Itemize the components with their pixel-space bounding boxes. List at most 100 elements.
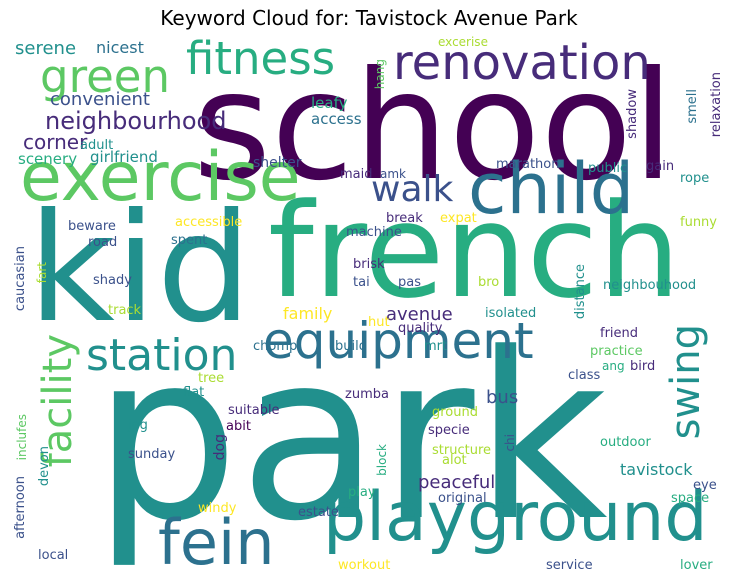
word-renovation: renovation bbox=[393, 35, 651, 91]
word-ang: ang bbox=[602, 359, 625, 373]
word-access: access bbox=[311, 110, 362, 128]
word-isolated: isolated bbox=[485, 306, 537, 321]
word-zumba: zumba bbox=[345, 387, 389, 402]
word-cloud: school park kid french exercise child playgrou… bbox=[8, 34, 730, 578]
word-amk: amk bbox=[380, 167, 406, 181]
word-bus: bus bbox=[486, 387, 519, 408]
word-excerise: excerise bbox=[438, 35, 488, 49]
word-adult: adult bbox=[80, 138, 114, 153]
word-sunday: sunday bbox=[128, 447, 176, 462]
word-marathon: marathon bbox=[496, 157, 560, 172]
word-fein: fein bbox=[158, 506, 275, 578]
word-rope: rope bbox=[680, 171, 710, 186]
word-leafy: leafy bbox=[311, 94, 348, 112]
word-build: build bbox=[335, 339, 367, 354]
word-accessible: accessible bbox=[175, 215, 243, 230]
word-kid: kid bbox=[28, 182, 252, 356]
word-bird: bird bbox=[630, 359, 656, 374]
word-outdoor: outdoor bbox=[600, 435, 651, 450]
word-avenue: avenue bbox=[386, 304, 453, 325]
word-machine: machine bbox=[346, 225, 402, 240]
word-park: park bbox=[93, 305, 608, 572]
word-space: space bbox=[671, 491, 710, 506]
word-mrt: mrt bbox=[424, 339, 448, 354]
word-shady: shady bbox=[93, 273, 132, 288]
word-bro: bro bbox=[478, 275, 500, 290]
word-dog: dog bbox=[212, 434, 228, 461]
word-school: school bbox=[193, 40, 674, 214]
word-tai: tai bbox=[353, 275, 370, 290]
word-distance: distance bbox=[573, 264, 588, 320]
word-hut: hut bbox=[368, 315, 390, 330]
word-practice: practice bbox=[590, 344, 643, 359]
word-maid: maid bbox=[340, 167, 373, 182]
word-shadow: shadow bbox=[625, 89, 640, 139]
word-green: green bbox=[40, 50, 170, 103]
word-chi: chi bbox=[503, 434, 517, 452]
word-beware: beware bbox=[68, 219, 116, 234]
word-fitness: fitness bbox=[186, 34, 336, 85]
word-fart: fart bbox=[35, 262, 49, 284]
word-original: original bbox=[438, 491, 487, 506]
word-exercise: exercise bbox=[20, 138, 301, 217]
word-tavistock: tavistock bbox=[620, 460, 693, 479]
word-peaceful: peaceful bbox=[418, 472, 496, 493]
word-quality: quality bbox=[398, 321, 443, 336]
word-public: public bbox=[588, 161, 628, 176]
word-jog: jog bbox=[128, 418, 148, 433]
word-convenient: convenient bbox=[50, 89, 150, 110]
word-smell: smell bbox=[685, 89, 700, 124]
word-lover: lover bbox=[680, 558, 713, 573]
word-windy: windy bbox=[198, 501, 237, 516]
word-friend: friend bbox=[600, 326, 639, 341]
word-playground: playground bbox=[323, 478, 708, 557]
word-brisk: brisk bbox=[353, 257, 385, 272]
word-afternoon: afternoon bbox=[13, 476, 28, 539]
word-hang: hang bbox=[373, 59, 387, 90]
word-tree: tree bbox=[198, 371, 225, 386]
word-chomp: chomp bbox=[253, 339, 298, 354]
word-corner: corner bbox=[23, 130, 88, 154]
word-funny: funny bbox=[680, 215, 717, 230]
word-caucasian: caucasian bbox=[13, 246, 28, 312]
word-devon: devon bbox=[37, 446, 52, 487]
word-specie: specie bbox=[428, 423, 470, 438]
word-child: child bbox=[468, 148, 635, 230]
word-french: french bbox=[268, 175, 681, 327]
word-serene: serene bbox=[15, 38, 77, 59]
word-play: play bbox=[348, 485, 376, 500]
word-gain: gain bbox=[646, 159, 675, 174]
word-nicest: nicest bbox=[96, 38, 144, 57]
word-estate: estate bbox=[298, 505, 339, 520]
word-eye: eye bbox=[693, 478, 717, 493]
word-alot: alot bbox=[442, 453, 467, 468]
word-family: family bbox=[283, 304, 333, 323]
word-service: service bbox=[546, 558, 593, 573]
word-workout: workout bbox=[338, 558, 391, 573]
word-station: station bbox=[86, 330, 238, 381]
word-neighbouhood: neighbouhood bbox=[603, 278, 697, 293]
word-block: block bbox=[375, 444, 389, 476]
chart-title: Keyword Cloud for: Tavistock Avenue Park bbox=[160, 6, 578, 30]
word-shelter: shelter bbox=[253, 155, 302, 171]
word-swing: swing bbox=[663, 324, 709, 440]
word-expat: expat bbox=[440, 211, 477, 226]
word-suitable: suitable bbox=[228, 403, 280, 418]
word-class: class bbox=[568, 368, 601, 383]
word-local: local bbox=[38, 548, 69, 563]
word-equipment: equipment bbox=[263, 312, 534, 370]
word-pas: pas bbox=[398, 275, 421, 290]
word-abit: abit bbox=[226, 419, 251, 434]
word-track: track bbox=[108, 303, 142, 318]
word-break: break bbox=[386, 211, 423, 226]
word-walk: walk bbox=[371, 169, 454, 210]
word-girlfriend: girlfriend bbox=[90, 148, 158, 166]
word-flat: flat bbox=[183, 385, 205, 400]
word-inclufes: inclufes bbox=[15, 414, 29, 461]
word-relaxation: relaxation bbox=[709, 72, 724, 138]
word-scenery: scenery bbox=[18, 150, 78, 168]
word-spent: spent bbox=[171, 233, 208, 248]
word-road: road bbox=[88, 235, 118, 250]
word-structure: structure bbox=[432, 443, 491, 458]
word-ground: ground bbox=[432, 405, 478, 420]
